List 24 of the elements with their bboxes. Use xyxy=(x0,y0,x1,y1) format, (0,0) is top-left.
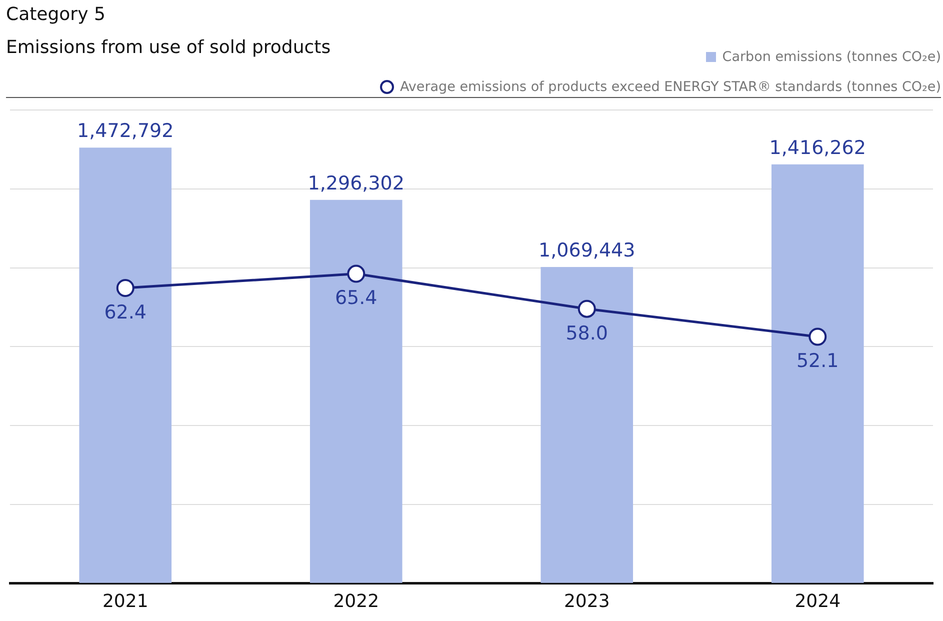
x-tick-label: 2022 xyxy=(333,590,380,612)
x-tick-label: 2023 xyxy=(564,590,610,612)
chart-title: Category 5 xyxy=(6,4,106,25)
data-label: 65.4 xyxy=(334,287,378,310)
point xyxy=(578,300,596,318)
data-label: 1,416,262 xyxy=(769,136,866,159)
point xyxy=(347,264,366,283)
data-label: 1,296,302 xyxy=(308,172,404,194)
legend-label: Average emissions of products exceed ENERGY STAR® standards (tonnes CO₂e) xyxy=(400,79,941,95)
x-tick-label: 2021 xyxy=(102,590,148,612)
point xyxy=(808,328,827,346)
bar xyxy=(771,164,864,583)
bar xyxy=(540,266,634,583)
data-label: 1,069,443 xyxy=(538,239,636,262)
x-tick-label: 2024 xyxy=(794,590,841,612)
data-label: 1,472,792 xyxy=(77,120,174,142)
chart-subtitle: Emissions from use of sold products xyxy=(6,37,331,58)
bar xyxy=(310,200,402,583)
data-label: 62.4 xyxy=(104,301,147,324)
data-label: 52.1 xyxy=(796,350,839,372)
legend-label: Carbon emissions (tonnes CO₂e) xyxy=(722,49,941,65)
data-label: 58.0 xyxy=(566,322,608,344)
bar xyxy=(79,148,172,583)
point xyxy=(116,279,134,297)
